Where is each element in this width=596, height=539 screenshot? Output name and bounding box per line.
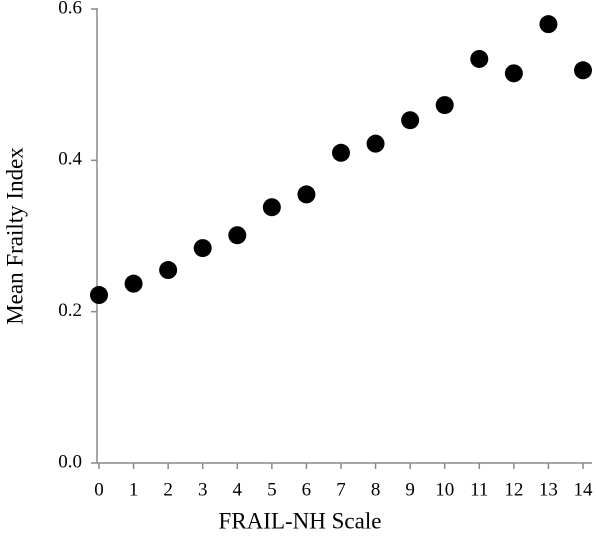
y-tick-label: 0.0 <box>58 451 82 472</box>
point <box>435 96 454 115</box>
point <box>228 226 247 245</box>
x-tick-label: 12 <box>504 479 523 500</box>
point <box>539 15 558 34</box>
y-tick-label: 0.6 <box>58 0 82 18</box>
y-axis-title: Mean Frailty Index <box>2 147 27 325</box>
x-tick-label: 9 <box>405 479 415 500</box>
point <box>470 49 489 68</box>
x-tick-label: 10 <box>435 479 454 500</box>
point <box>297 185 316 204</box>
x-tick-label: 14 <box>574 479 594 500</box>
point <box>262 198 281 217</box>
point <box>124 274 143 293</box>
y-tick-label: 0.4 <box>58 149 82 170</box>
point <box>90 286 108 305</box>
x-tick-label: 11 <box>470 479 488 500</box>
x-tick-label: 4 <box>233 479 243 500</box>
x-tick-label: 1 <box>129 479 139 500</box>
point <box>193 239 212 258</box>
x-tick-label: 6 <box>302 479 312 500</box>
point <box>159 261 178 280</box>
x-tick-label: 0 <box>94 479 104 500</box>
x-tick-label: 3 <box>198 479 208 500</box>
point <box>366 134 385 153</box>
point <box>332 143 350 162</box>
x-tick-label: 8 <box>371 479 381 500</box>
point <box>574 61 592 80</box>
x-axis-title: FRAIL-NH Scale <box>219 508 382 533</box>
x-tick-label: 5 <box>267 479 277 500</box>
x-tick-label: 7 <box>336 479 346 500</box>
point <box>504 64 523 83</box>
x-tick-label: 13 <box>539 479 558 500</box>
x-tick-label: 2 <box>163 479 173 500</box>
point <box>401 111 420 130</box>
y-tick-label: 0.2 <box>58 300 82 321</box>
